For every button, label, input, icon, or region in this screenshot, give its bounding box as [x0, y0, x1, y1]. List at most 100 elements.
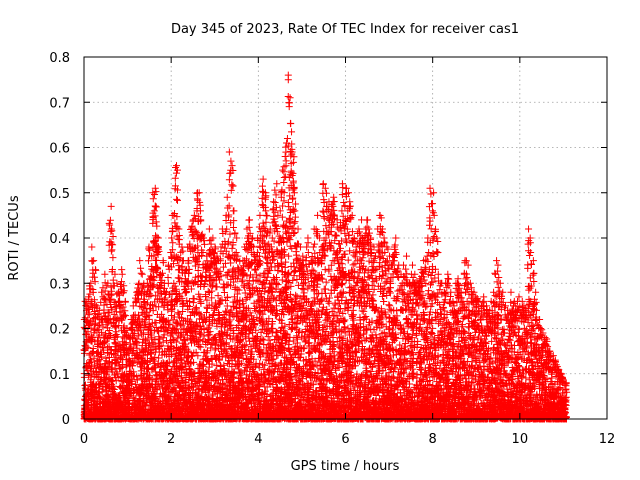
- data-point: [125, 384, 133, 392]
- data-point: [122, 363, 130, 371]
- data-point: [119, 303, 127, 311]
- data-point: [137, 264, 145, 272]
- data-point: [118, 316, 126, 324]
- data-point: [103, 392, 111, 400]
- data-point: [112, 331, 120, 339]
- data-point: [91, 278, 99, 286]
- data-point: [105, 326, 113, 334]
- data-point: [107, 202, 115, 210]
- data-point: [90, 257, 98, 265]
- data-point: [118, 270, 126, 278]
- data-point: [94, 389, 102, 397]
- data-point: [88, 243, 96, 251]
- data-point: [86, 358, 94, 366]
- data-point: [132, 337, 140, 345]
- data-point: [133, 296, 141, 304]
- data-point: [109, 254, 117, 262]
- data-point: [112, 323, 120, 331]
- data-point: [117, 352, 125, 360]
- data-point: [121, 298, 129, 306]
- data-point: [136, 287, 144, 295]
- data-point: [81, 297, 89, 305]
- data-point: [134, 311, 142, 319]
- data-point: [110, 382, 118, 390]
- data-point: [91, 273, 99, 281]
- data-point: [114, 347, 122, 355]
- data-point: [106, 216, 114, 224]
- data-point: [84, 305, 92, 313]
- data-point: [101, 270, 109, 278]
- data-point: [129, 347, 137, 355]
- data-point: [92, 266, 100, 274]
- data-point: [102, 373, 110, 381]
- data-point: [100, 301, 108, 309]
- data-point: [138, 270, 146, 278]
- data-point: [109, 241, 117, 249]
- data-point: [118, 363, 126, 371]
- data-point: [101, 312, 109, 320]
- data-point: [93, 336, 101, 344]
- data-point: [118, 266, 126, 274]
- data-point: [103, 316, 111, 324]
- data-point: [112, 368, 120, 376]
- data-point: [131, 380, 139, 388]
- data-point: [92, 364, 100, 372]
- data-point: [86, 322, 94, 330]
- data-point: [118, 278, 126, 286]
- data-point: [137, 269, 145, 277]
- data-point: [104, 279, 112, 287]
- data-point: [135, 280, 143, 288]
- data-point: [94, 325, 102, 333]
- data-point: [136, 257, 144, 265]
- data-point: [134, 288, 142, 296]
- data-point: [137, 303, 145, 311]
- data-point: [95, 384, 103, 392]
- data-point: [108, 227, 116, 235]
- data-point: [107, 247, 115, 255]
- data-point: [106, 221, 114, 229]
- data-point: [112, 302, 120, 310]
- data-point: [109, 233, 117, 241]
- data-point: [130, 330, 138, 338]
- data-point: [139, 304, 147, 312]
- data-point: [130, 399, 138, 407]
- data-point: [93, 327, 101, 335]
- data-point: [99, 343, 107, 351]
- data-point: [90, 354, 98, 362]
- data-point: [94, 356, 102, 364]
- data-point: [128, 326, 136, 334]
- data-point: [97, 328, 105, 336]
- data-point: [133, 373, 141, 381]
- data-point: [108, 246, 116, 254]
- data-point: [108, 287, 116, 295]
- data-point: [98, 288, 106, 296]
- data-point: [107, 365, 115, 373]
- data-point: [111, 270, 119, 278]
- data-point: [119, 289, 127, 297]
- data-point: [106, 296, 114, 304]
- data-point: [117, 383, 125, 391]
- data-point: [94, 333, 102, 341]
- data-point: [90, 296, 98, 304]
- data-point: [85, 306, 93, 314]
- data-point: [122, 312, 130, 320]
- data-point: [113, 279, 121, 287]
- data-point: [88, 257, 96, 265]
- data-point: [101, 287, 109, 295]
- chart-title: Day 345 of 2023, Rate Of TEC Index for r…: [171, 22, 519, 37]
- data-point: [89, 345, 97, 353]
- data-point: [84, 344, 92, 352]
- data-point: [92, 373, 100, 381]
- data-point: [121, 329, 129, 337]
- data-point: [106, 315, 114, 323]
- data-point: [114, 410, 122, 418]
- data-point: [130, 368, 138, 376]
- data-point: [123, 350, 131, 358]
- data-point: [106, 300, 114, 308]
- data-point: [88, 408, 96, 416]
- data-point: [84, 328, 92, 336]
- data-point: [87, 376, 95, 384]
- data-point: [89, 288, 97, 296]
- data-point: [104, 362, 112, 370]
